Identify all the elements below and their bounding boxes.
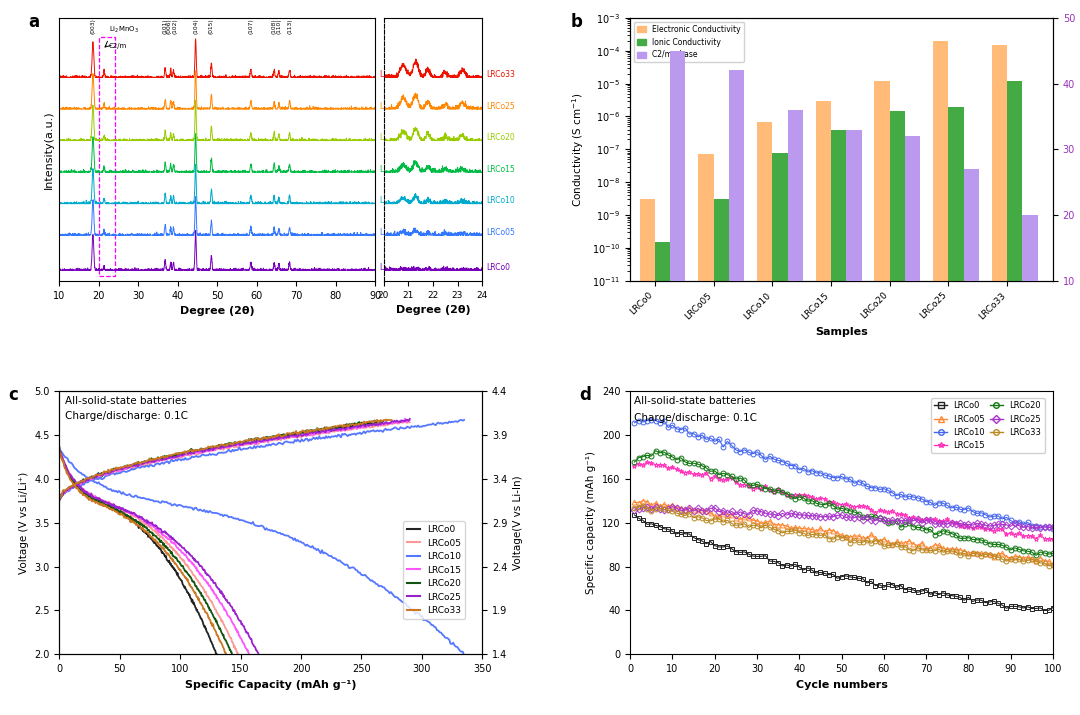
Text: LRCo15: LRCo15 <box>486 165 515 174</box>
X-axis label: Degree (2θ): Degree (2θ) <box>395 305 470 315</box>
Text: (101): (101) <box>163 18 167 34</box>
Text: All-solid-state batteries: All-solid-state batteries <box>66 396 187 406</box>
Bar <box>831 129 847 715</box>
X-axis label: Degree (2θ): Degree (2θ) <box>180 306 255 316</box>
Legend: Electronic Conductivity, Ionic Conductivity, C2/m phase: Electronic Conductivity, Ionic Conductiv… <box>634 21 744 62</box>
Text: LRCo10: LRCo10 <box>379 197 408 205</box>
Text: (108): (108) <box>272 18 276 34</box>
Text: All-solid-state batteries: All-solid-state batteries <box>634 396 756 406</box>
Text: Charge/discharge: 0.1C: Charge/discharge: 0.1C <box>634 413 757 423</box>
Text: LRCo05: LRCo05 <box>379 228 408 237</box>
Text: LRCo20: LRCo20 <box>379 133 408 142</box>
Bar <box>875 81 890 715</box>
Bar <box>787 110 802 347</box>
Bar <box>757 122 772 715</box>
Bar <box>948 107 963 715</box>
Bar <box>1023 215 1038 347</box>
Text: (107): (107) <box>248 18 254 34</box>
Bar <box>933 41 948 715</box>
Text: LRCo0: LRCo0 <box>379 263 403 272</box>
Text: C2/m: C2/m <box>109 44 127 49</box>
Text: a: a <box>28 13 39 31</box>
Text: LRCo25: LRCo25 <box>379 102 408 111</box>
Bar <box>670 51 686 347</box>
Text: LRCo33: LRCo33 <box>379 70 408 79</box>
Text: LRCo0: LRCo0 <box>486 263 510 272</box>
Y-axis label: Voltage(V vs Li-In): Voltage(V vs Li-In) <box>513 475 523 570</box>
Text: LRCo33: LRCo33 <box>486 70 515 79</box>
Y-axis label: Intensity(a.u.): Intensity(a.u.) <box>44 110 54 189</box>
Text: LRCo15: LRCo15 <box>379 165 408 174</box>
Text: (006)
(102): (006) (102) <box>166 18 177 34</box>
Bar <box>847 129 862 347</box>
Text: (003): (003) <box>91 18 95 34</box>
Bar <box>772 152 787 715</box>
Bar <box>815 101 831 715</box>
Y-axis label: Specific capacity (mAh g⁻¹): Specific capacity (mAh g⁻¹) <box>586 451 596 594</box>
Text: (110): (110) <box>276 18 282 34</box>
X-axis label: Samples: Samples <box>815 327 868 337</box>
Text: (113): (113) <box>287 18 292 34</box>
Text: LRCo25: LRCo25 <box>486 102 515 111</box>
X-axis label: Cycle numbers: Cycle numbers <box>796 679 888 689</box>
Bar <box>963 169 978 347</box>
Text: LRCo20: LRCo20 <box>486 133 515 142</box>
Text: (015): (015) <box>208 18 214 34</box>
Bar <box>1008 81 1023 715</box>
Text: LRCo10: LRCo10 <box>486 197 515 205</box>
Bar <box>654 242 670 715</box>
Legend: LRCo0, LRCo05, LRCo10, LRCo15, LRCo20, LRCo25, LRCo33: LRCo0, LRCo05, LRCo10, LRCo15, LRCo20, L… <box>931 398 1044 453</box>
Bar <box>99 37 114 275</box>
Y-axis label: Voltage (V vs Li/Li⁺): Voltage (V vs Li/Li⁺) <box>18 472 29 574</box>
Text: (104): (104) <box>193 18 198 34</box>
Bar <box>729 71 744 347</box>
Bar <box>714 199 729 715</box>
Y-axis label: Conductivity (S cm$^{-1}$): Conductivity (S cm$^{-1}$) <box>570 92 586 207</box>
Bar <box>991 45 1008 715</box>
Bar <box>905 136 920 347</box>
Bar <box>639 199 654 715</box>
Text: LRCo05: LRCo05 <box>486 228 515 237</box>
Legend: LRCo0, LRCo05, LRCo10, LRCo15, LRCo20, LRCo25, LRCo33: LRCo0, LRCo05, LRCo10, LRCo15, LRCo20, L… <box>403 521 465 618</box>
Text: Charge/discharge: 0.1C: Charge/discharge: 0.1C <box>66 411 188 421</box>
X-axis label: Specific Capacity (mAh g⁻¹): Specific Capacity (mAh g⁻¹) <box>185 679 356 689</box>
Bar <box>699 154 714 715</box>
Text: c: c <box>9 386 18 404</box>
Text: d: d <box>580 386 592 404</box>
Text: b: b <box>571 13 583 31</box>
Text: Li$_2$MnO$_3$: Li$_2$MnO$_3$ <box>109 25 138 36</box>
Bar <box>890 111 905 715</box>
